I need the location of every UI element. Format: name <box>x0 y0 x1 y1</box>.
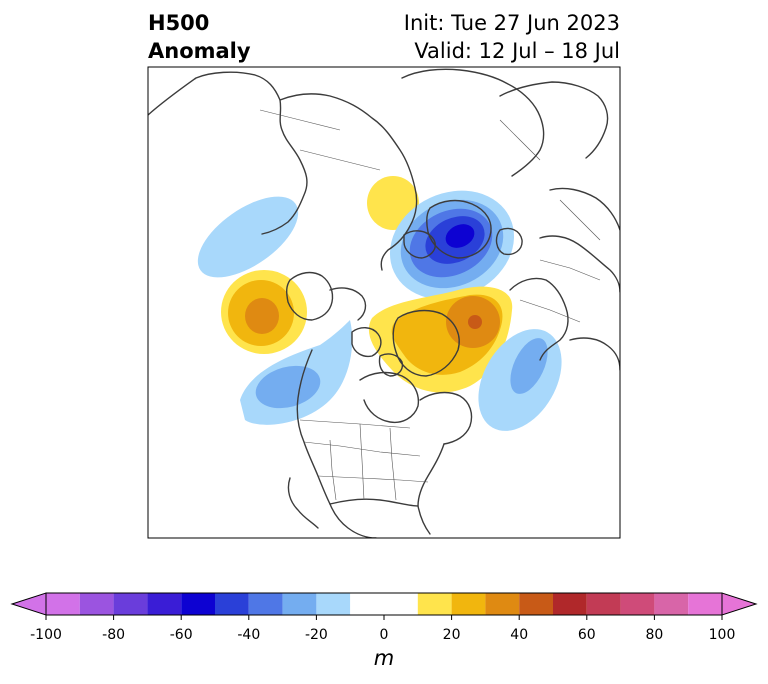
colorbar-bin <box>586 593 621 615</box>
colorbar-extend-right <box>721 592 758 616</box>
colorbar-tick-label: -80 <box>102 627 125 643</box>
map-plot-area <box>148 67 620 538</box>
colorbar-tick-label: 60 <box>578 627 596 643</box>
colorbar-tick-label: 100 <box>709 627 736 643</box>
negative-anomaly-north-america <box>240 320 353 425</box>
title-variable: H500 <box>148 11 210 35</box>
colorbar-bin <box>620 593 655 615</box>
colorbar-bins <box>46 593 722 615</box>
political-borders <box>259 109 601 501</box>
colorbar-bin <box>316 593 351 615</box>
negative-anomaly-barents <box>389 190 515 300</box>
negative-anomaly-pacific <box>197 196 299 278</box>
colorbar-tick-label: -40 <box>237 627 260 643</box>
colorbar: -100 -80 -60 -40 -20 0 20 40 60 80 100 <box>10 592 758 643</box>
colorbar-bin <box>654 593 689 615</box>
colorbar-bin <box>248 593 283 615</box>
colorbar-tick-label: 40 <box>510 627 528 643</box>
colorbar-bin <box>79 593 114 615</box>
anomaly-contours <box>197 176 562 431</box>
valid-dates: Valid: 12 Jul – 18 Jul <box>414 39 620 63</box>
colorbar-tick-label: 20 <box>443 627 461 643</box>
colorbar-bin <box>181 593 215 615</box>
colorbar-tick-label: -60 <box>170 627 193 643</box>
colorbar-bin <box>350 593 418 615</box>
colorbar-bin <box>451 593 486 615</box>
colorbar-ticks: -100 -80 -60 -40 -20 0 20 40 60 80 100 <box>30 615 735 643</box>
colorbar-bin <box>215 593 249 615</box>
colorbar-bin <box>519 593 553 615</box>
colorbar-tick-label: -20 <box>305 627 328 643</box>
colorbar-bin <box>147 593 182 615</box>
colorbar-bin <box>485 593 520 615</box>
colorbar-unit-label: m <box>373 646 395 670</box>
positive-anomaly-alaska <box>221 270 307 354</box>
colorbar-bin <box>417 593 452 615</box>
colorbar-extend-left <box>10 592 47 616</box>
map-title: H500 Anomaly <box>148 9 251 65</box>
colorbar-bin <box>688 593 722 615</box>
colorbar-tick-label: 0 <box>380 627 389 643</box>
coastlines <box>148 68 620 538</box>
init-date: Init: Tue 27 Jun 2023 <box>403 11 620 35</box>
colorbar-bin <box>553 593 587 615</box>
colorbar-bin <box>113 593 148 615</box>
colorbar-bin <box>46 593 80 615</box>
colorbar-tick-label: 80 <box>645 627 663 643</box>
map-dates: Init: Tue 27 Jun 2023 Valid: 12 Jul – 18… <box>404 9 620 65</box>
title-anomaly: Anomaly <box>148 39 251 63</box>
colorbar-tick-label: -100 <box>30 627 62 643</box>
negative-anomaly-europe <box>478 329 562 431</box>
colorbar-bin <box>282 593 317 615</box>
map-frame <box>147 66 621 539</box>
